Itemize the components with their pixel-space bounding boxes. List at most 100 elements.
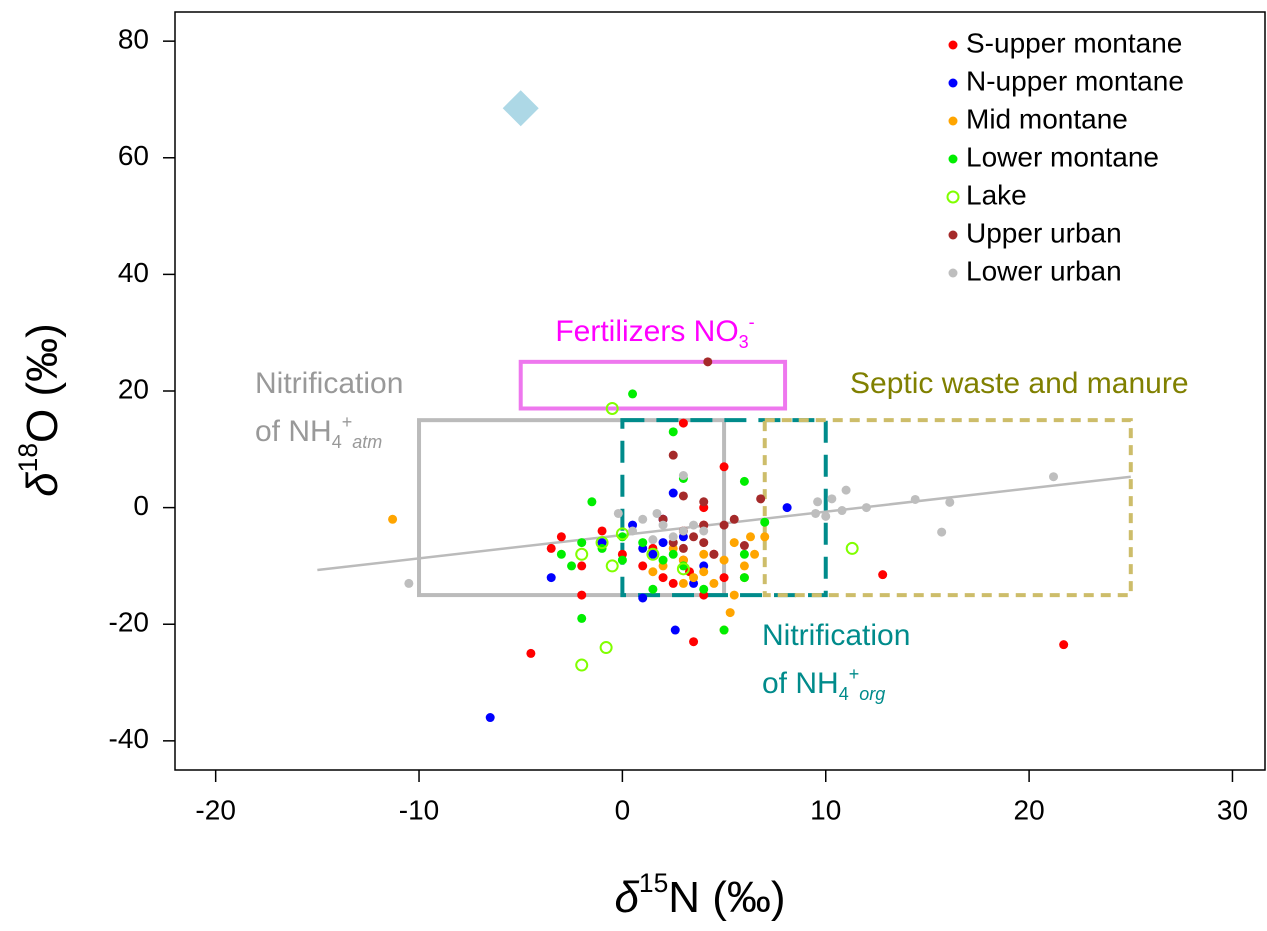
data-point xyxy=(811,508,821,518)
y-tick-label: 80 xyxy=(118,24,149,55)
data-point xyxy=(813,497,823,507)
data-point xyxy=(526,648,536,658)
data-point xyxy=(861,503,871,513)
data-point xyxy=(595,536,609,550)
data-point xyxy=(648,567,658,577)
data-point xyxy=(841,485,851,495)
data-point xyxy=(577,590,587,600)
data-point xyxy=(689,573,699,583)
data-point xyxy=(699,538,709,548)
data-point xyxy=(668,532,678,542)
data-point xyxy=(388,514,398,524)
text-piece: Septic waste and manure xyxy=(850,367,1189,400)
data-point xyxy=(668,578,678,588)
x-tick-label: 10 xyxy=(810,794,841,825)
data-point xyxy=(617,555,627,565)
data-point xyxy=(678,471,688,481)
data-point xyxy=(689,520,699,530)
data-point xyxy=(638,593,648,603)
atmospheric-marker xyxy=(502,90,539,127)
text-piece: org xyxy=(859,684,885,704)
y-tick-label: 60 xyxy=(118,140,149,171)
x-axis-label: δ15N (‰) xyxy=(614,868,785,922)
data-point xyxy=(546,543,556,553)
source-region xyxy=(762,418,1133,598)
source-region xyxy=(620,418,828,598)
data-point xyxy=(577,538,587,548)
data-point xyxy=(689,637,699,647)
data-point xyxy=(575,547,589,561)
text-piece: O (‰) xyxy=(18,323,67,443)
data-point xyxy=(648,535,658,545)
data-point xyxy=(746,532,756,542)
data-point xyxy=(577,561,587,571)
data-point xyxy=(699,549,709,559)
y-tick-label: 20 xyxy=(118,373,149,404)
data-point xyxy=(556,549,566,559)
data-point xyxy=(577,613,587,623)
data-point xyxy=(678,578,688,588)
legend-marker xyxy=(946,190,960,204)
data-point xyxy=(703,357,713,367)
text-piece: atm xyxy=(352,432,382,452)
region-label: Fertilizers NO3- xyxy=(555,312,754,352)
data-point xyxy=(845,541,859,555)
data-point xyxy=(739,573,749,583)
legend-label: N-upper montane xyxy=(966,65,1184,96)
data-point xyxy=(613,508,623,518)
y-tick-label: -20 xyxy=(109,607,149,638)
text-piece: of NH xyxy=(762,667,839,700)
data-point xyxy=(628,389,638,399)
data-point xyxy=(709,549,719,559)
text-piece: Nitrification xyxy=(762,619,910,652)
data-point xyxy=(485,713,495,723)
data-point xyxy=(638,561,648,571)
data-point xyxy=(605,401,619,415)
data-point xyxy=(719,520,729,530)
data-point xyxy=(668,549,678,559)
data-point xyxy=(945,497,955,507)
data-point xyxy=(689,532,699,542)
data-point xyxy=(546,573,556,583)
data-point xyxy=(678,418,688,428)
data-point xyxy=(739,561,749,571)
text-piece: - xyxy=(749,312,755,332)
text-piece: 18 xyxy=(13,443,43,472)
legend-label: Lake xyxy=(966,179,1027,210)
data-point xyxy=(699,497,709,507)
text-piece: δ xyxy=(614,873,639,922)
legend-marker xyxy=(948,78,958,88)
data-point xyxy=(699,567,709,577)
data-point xyxy=(719,555,729,565)
legend-marker xyxy=(948,268,958,278)
data-point xyxy=(597,526,607,536)
data-point xyxy=(658,573,668,583)
region-label: Nitrification xyxy=(255,367,403,400)
data-point xyxy=(1049,472,1059,482)
x-tick-label: 30 xyxy=(1217,794,1248,825)
data-point xyxy=(756,494,766,504)
data-point xyxy=(678,526,688,536)
legend-label: Mid montane xyxy=(966,103,1128,134)
data-point xyxy=(658,520,668,530)
data-point xyxy=(668,488,678,498)
x-tick-label: -10 xyxy=(399,794,439,825)
x-tick-label: 20 xyxy=(1014,794,1045,825)
data-point xyxy=(750,549,760,559)
data-point xyxy=(628,526,638,536)
text-piece: Fertilizers NO xyxy=(555,315,738,348)
data-point xyxy=(567,561,577,571)
region-label: Septic waste and manure xyxy=(850,367,1189,400)
text-piece: 3 xyxy=(739,332,749,352)
data-point xyxy=(676,562,690,576)
x-tick-label: -20 xyxy=(195,794,235,825)
legend-label: S-upper montane xyxy=(966,27,1182,58)
x-tick-label: 0 xyxy=(615,794,631,825)
y-axis-label: δ18O (‰) xyxy=(13,323,67,497)
legend-label: Lower montane xyxy=(966,141,1159,172)
data-point xyxy=(739,476,749,486)
data-point xyxy=(837,506,847,516)
data-point xyxy=(648,549,658,559)
data-point xyxy=(782,503,792,513)
